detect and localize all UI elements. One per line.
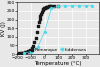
Romanque	[42, 10, 43, 11]
Romanque	[24, 52, 26, 53]
Romanque	[20, 53, 22, 54]
Romanque	[44, 7, 46, 8]
Romanque	[38, 26, 39, 27]
Romanque	[40, 13, 42, 14]
Liddenses	[44, 31, 45, 32]
Romanque	[25, 51, 27, 52]
Liddenses	[78, 5, 79, 6]
Liddenses	[71, 5, 72, 6]
Romanque	[27, 51, 28, 52]
Romanque	[35, 37, 36, 38]
Romanque	[36, 31, 38, 32]
Romanque	[28, 50, 30, 51]
Romanque	[31, 48, 32, 49]
Romanque	[21, 52, 23, 53]
Romanque	[44, 7, 45, 8]
Liddenses	[85, 5, 86, 6]
Y-axis label: KV (J): KV (J)	[1, 21, 6, 36]
Liddenses	[24, 53, 25, 54]
X-axis label: Temperature (°C): Temperature (°C)	[34, 61, 82, 66]
Romanque	[29, 49, 31, 50]
Romanque	[49, 6, 51, 7]
Romanque	[32, 45, 34, 46]
Liddenses	[92, 5, 93, 6]
Romanque	[48, 6, 50, 7]
Romanque	[45, 7, 47, 8]
Romanque	[43, 8, 45, 9]
Romanque	[39, 18, 41, 19]
Romanque	[41, 11, 43, 12]
Romanque	[42, 9, 44, 10]
Romanque	[51, 5, 52, 6]
Romanque	[38, 22, 40, 23]
Liddenses	[37, 47, 38, 48]
Romanque	[46, 6, 47, 7]
Legend: Romanque, Liddenses: Romanque, Liddenses	[29, 47, 87, 53]
Romanque	[40, 16, 41, 17]
Romanque	[57, 5, 59, 6]
Liddenses	[51, 8, 52, 9]
Liddenses	[30, 51, 32, 52]
Line: Liddenses: Liddenses	[23, 5, 93, 54]
Romanque	[46, 6, 48, 7]
Liddenses	[64, 5, 66, 6]
Romanque	[34, 42, 35, 43]
Romanque	[53, 5, 55, 6]
Romanque	[23, 52, 24, 53]
Romanque	[18, 53, 20, 54]
Romanque	[16, 53, 18, 54]
